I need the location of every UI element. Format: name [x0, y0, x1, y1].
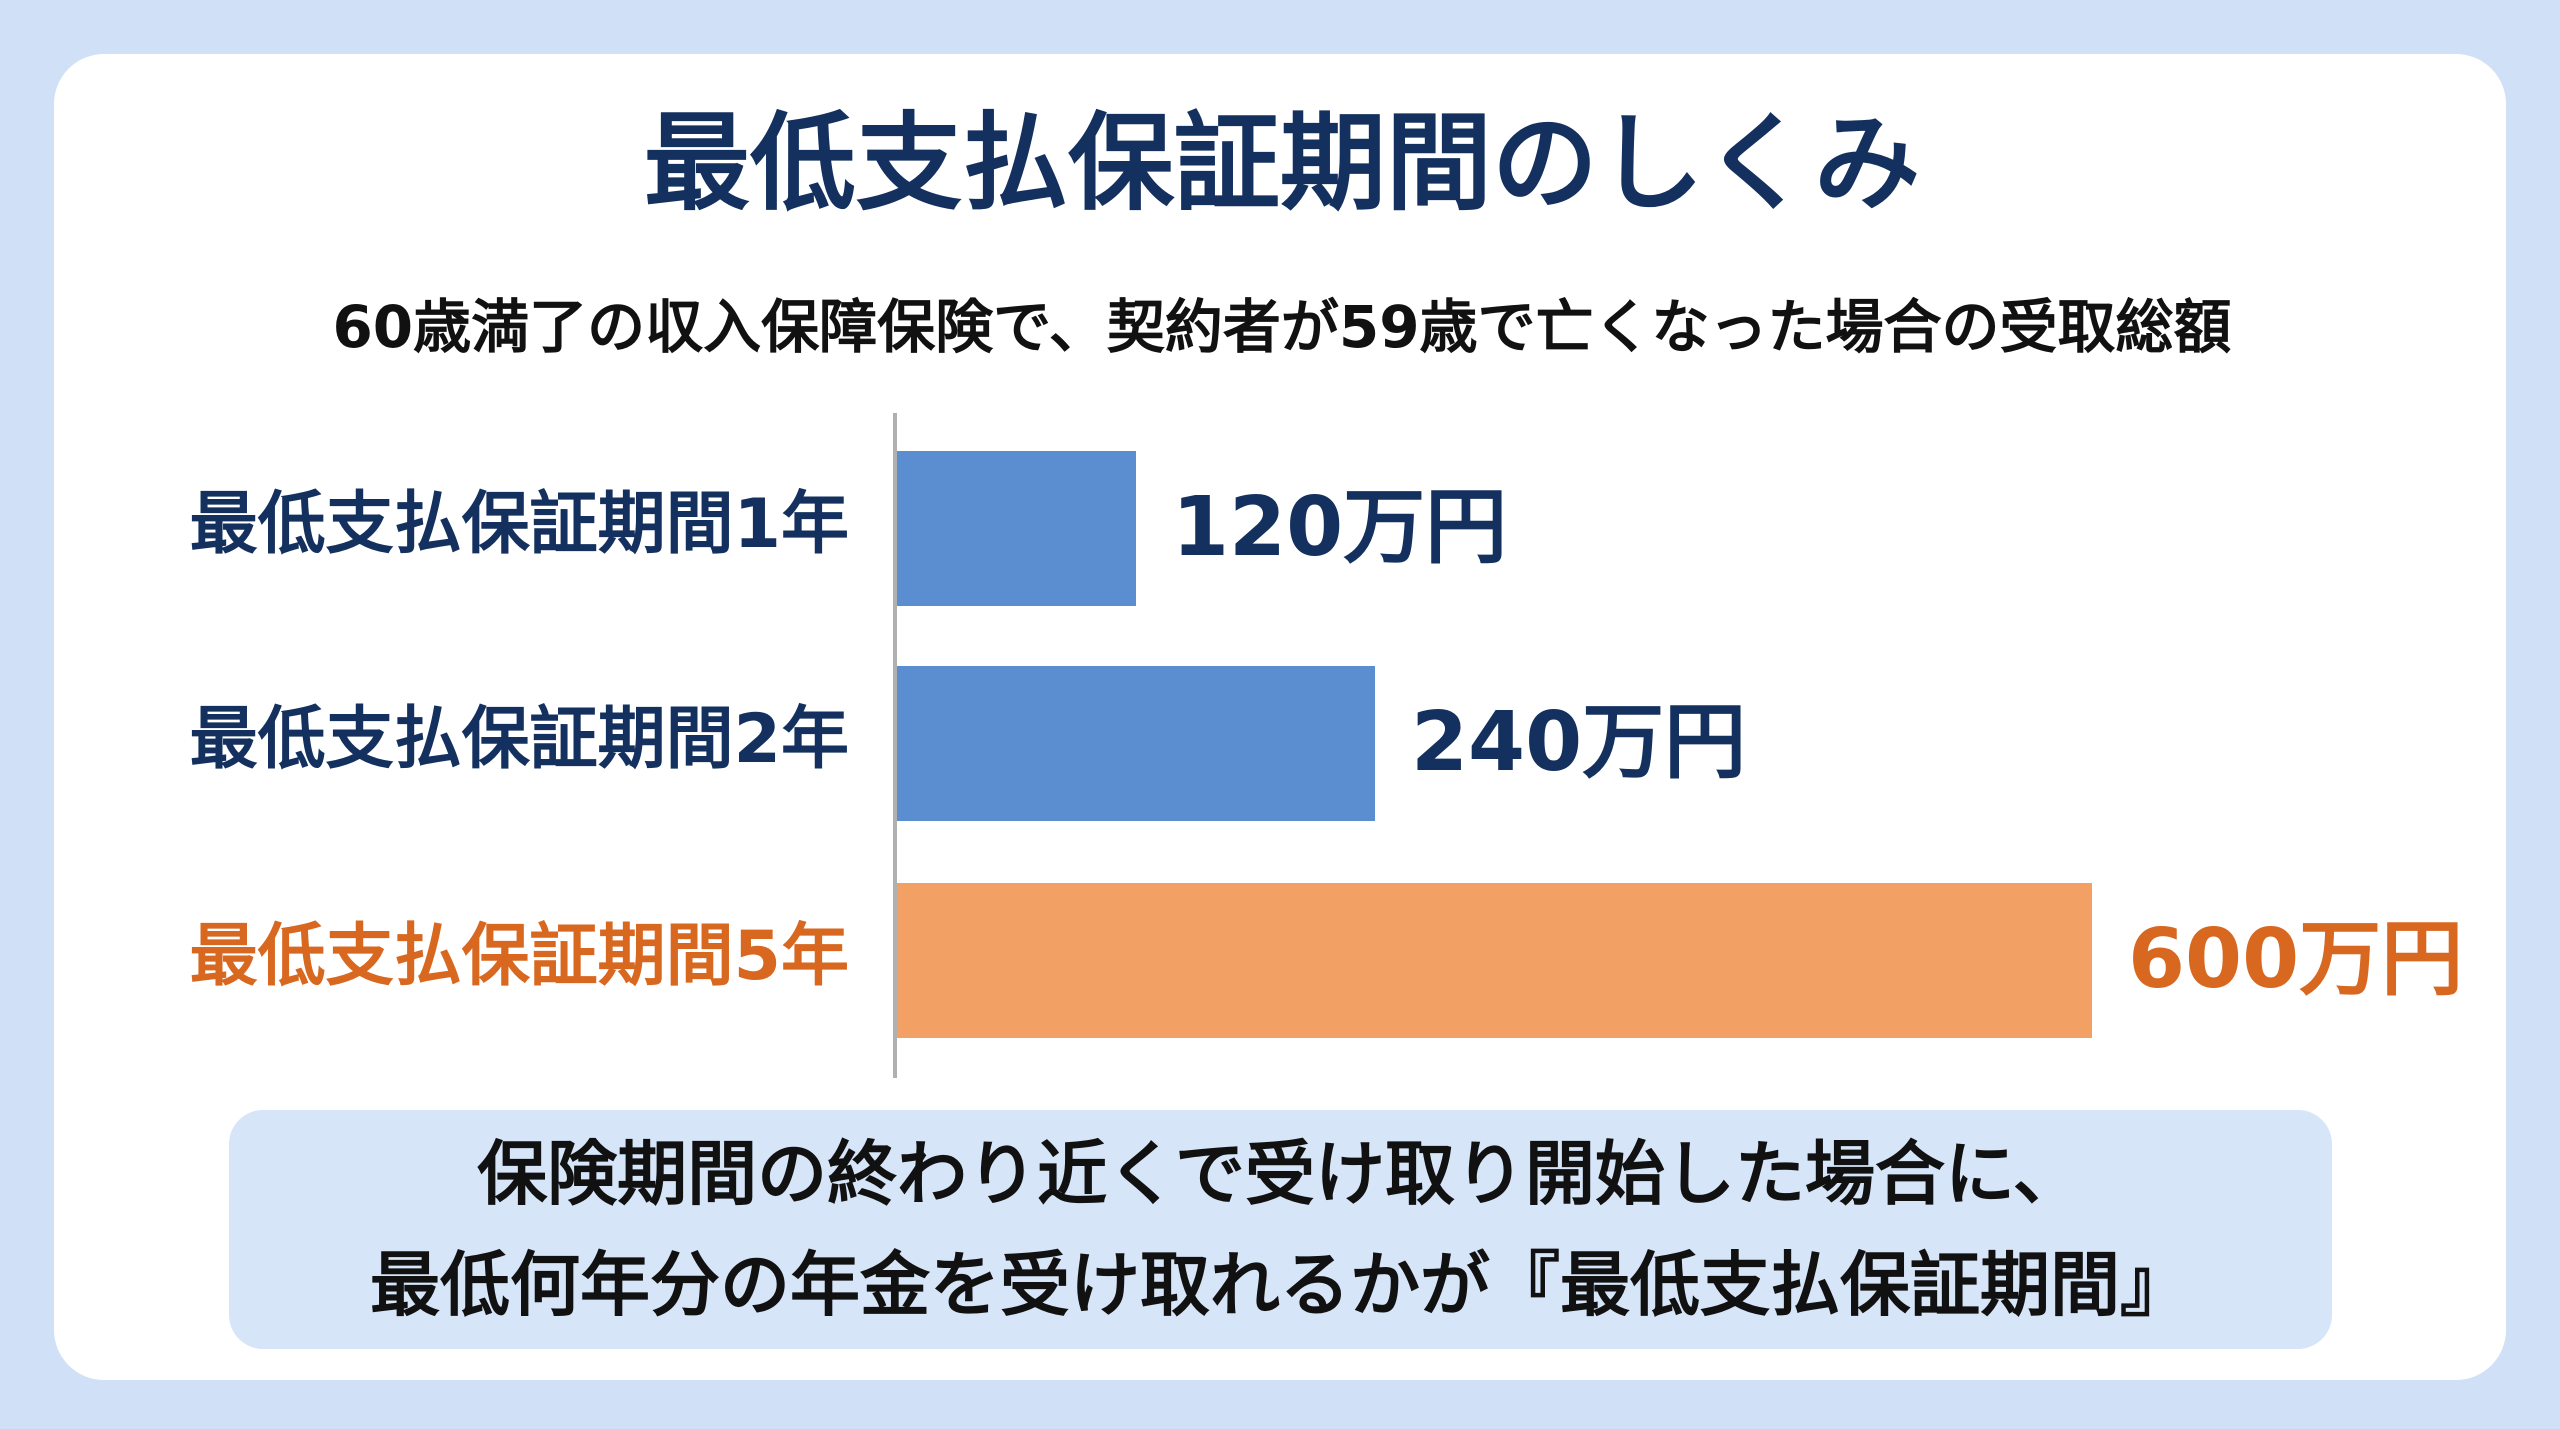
bar — [897, 666, 1375, 821]
note-box — [229, 1110, 2332, 1349]
category-label: 最低支払保証期間1年 — [190, 485, 849, 564]
category-label: 最低支払保証期間2年 — [190, 700, 849, 779]
value-label: 240万円 — [1411, 695, 1746, 790]
value-label: 120万円 — [1172, 480, 1507, 575]
note-line: 保険期間の終わり近くで受け取り開始した場合に、 — [477, 1133, 2083, 1215]
bar — [897, 451, 1136, 606]
note-line: 最低何年分の年金を受け取れるかが『最低支払保証期間』 — [370, 1244, 2190, 1326]
chart-title: 最低支払保証期間のしくみ — [644, 102, 1920, 225]
value-label: 600万円 — [2128, 912, 2463, 1007]
chart-subtitle: 60歳満了の収入保障保険で、契約者が59歳で亡くなった場合の受取総額 — [332, 293, 2231, 361]
bar — [897, 883, 2092, 1038]
category-label: 最低支払保証期間5年 — [190, 917, 849, 996]
